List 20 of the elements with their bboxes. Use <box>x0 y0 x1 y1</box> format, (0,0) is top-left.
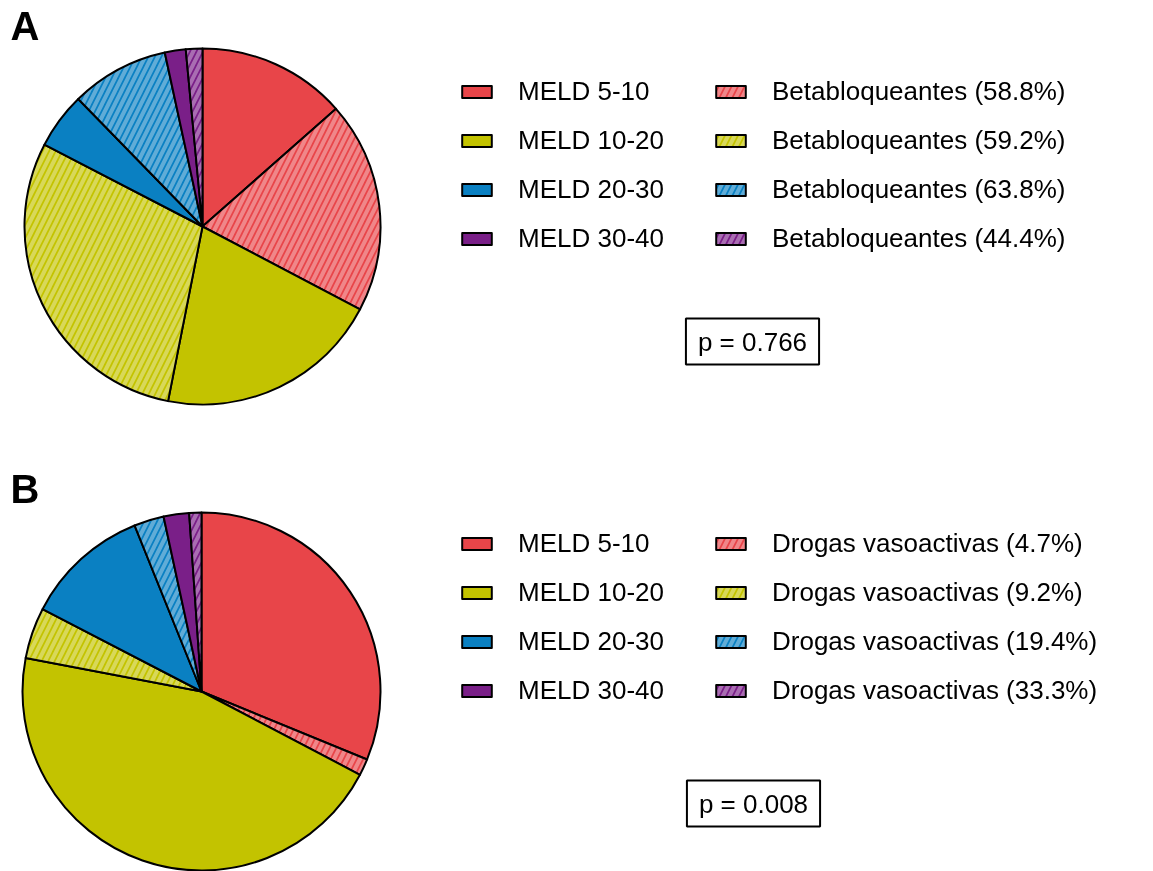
legend-label: MELD 5-10 <box>518 76 650 107</box>
text: p = 0.008 <box>698 788 809 819</box>
text: p = 0.766 <box>697 326 808 357</box>
legend-label: Drogas vasoactivas (33.3%) <box>772 675 1098 706</box>
legend-label: Drogas vasoactivas (4.7%) <box>772 528 1083 559</box>
legend-label: MELD 20-30 <box>518 174 664 205</box>
legend-label: MELD 5-10 <box>518 528 650 559</box>
legend-label: MELD 10-20 <box>518 577 664 608</box>
legend-label: Betabloqueantes (44.4%) <box>772 223 1066 254</box>
legend-label: MELD 20-30 <box>518 626 664 657</box>
legend-label: Betabloqueantes (58.8%) <box>772 76 1066 107</box>
legend-label: Drogas vasoactivas (9.2%) <box>772 577 1083 608</box>
legend-label: MELD 10-20 <box>518 125 664 156</box>
legend-label: MELD 30-40 <box>518 223 664 254</box>
chart-title: A <box>10 3 40 48</box>
legend-label: MELD 30-40 <box>518 675 664 706</box>
legend-label: Betabloqueantes (63.8%) <box>772 174 1066 205</box>
legend-label: Drogas vasoactivas (19.4%) <box>772 626 1098 657</box>
legend-label: Betabloqueantes (59.2%) <box>772 125 1066 156</box>
chart-title: B <box>10 466 40 511</box>
